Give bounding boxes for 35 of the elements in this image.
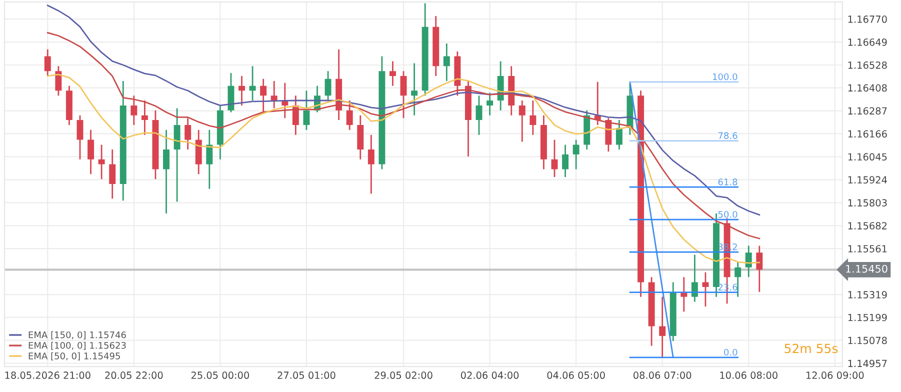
y-tick-label: 1.16408 (848, 84, 887, 92)
x-tick-label: 29.05 02:00 (374, 372, 432, 379)
x-tick-label: 12.06 09:00 (806, 372, 864, 379)
y-tick-label: 1.16166 (848, 130, 887, 138)
y-tick-label: 1.15199 (848, 314, 887, 322)
x-tick-label: 18.05.2026 21:00 (5, 372, 90, 379)
y-tick-label: 1.16649 (848, 38, 887, 46)
y-tick-label: 1.14957 (848, 360, 887, 368)
legend-label: EMA [150, 0] 1.15746 (28, 331, 126, 340)
y-tick-label: 1.16528 (848, 61, 887, 69)
annotation: 52m 55s (784, 344, 838, 354)
y-tick-label: 1.16045 (848, 153, 887, 161)
x-tick-label: 25.05 00:00 (191, 372, 250, 379)
series-label: 100.0 (712, 73, 738, 80)
x-tick-label: 20.05 22:00 (105, 372, 163, 379)
series-label: 61.8 (718, 178, 738, 186)
series-label: 78.6 (718, 132, 738, 140)
y-tick-label: 1.15803 (848, 199, 887, 206)
y-tick-label: 1.16770 (848, 16, 887, 23)
legend-label: EMA [100, 0] 1.15623 (28, 342, 126, 350)
series-label: 50.0 (718, 210, 738, 218)
x-tick-label: 08.06 07:00 (634, 372, 692, 379)
ref-line-label: 1.15450 (846, 264, 888, 273)
y-tick-label: 1.16287 (848, 107, 887, 115)
y-tick-label: 1.15924 (848, 176, 887, 184)
x-tick-label: 04.06 05:00 (547, 372, 605, 379)
y-tick-label: 1.15078 (848, 336, 887, 344)
x-tick-label: 10.06 08:00 (720, 372, 778, 379)
y-tick-label: 1.15319 (848, 291, 887, 298)
y-tick-label: 1.15561 (848, 245, 887, 252)
series-label: 0.0 (724, 348, 738, 356)
y-tick-label: 1.15682 (848, 222, 887, 230)
x-tick-label: 27.05 01:00 (278, 372, 336, 379)
x-tick-label: 02.06 04:00 (460, 372, 519, 379)
legend-label: EMA [50, 0] 1.15495 (28, 352, 120, 360)
